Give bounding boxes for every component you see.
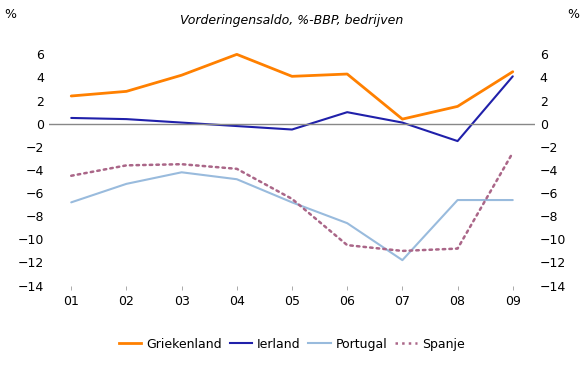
Spanje	[178, 162, 185, 166]
Spanje	[288, 197, 296, 201]
Ierland	[178, 120, 185, 125]
Ierland	[123, 117, 130, 121]
Spanje	[509, 150, 516, 155]
Spanje	[399, 249, 406, 253]
Griekenland	[178, 73, 185, 77]
Portugal	[509, 198, 516, 202]
Griekenland	[454, 104, 461, 109]
Ierland	[288, 127, 296, 132]
Title: Vorderingensaldo, %-BBP, bedrijven: Vorderingensaldo, %-BBP, bedrijven	[180, 14, 404, 27]
Griekenland	[288, 74, 296, 79]
Portugal	[68, 200, 75, 204]
Portugal	[288, 200, 296, 204]
Spanje	[68, 174, 75, 178]
Griekenland	[68, 94, 75, 98]
Text: %: %	[568, 8, 580, 21]
Griekenland	[344, 72, 351, 76]
Ierland	[399, 120, 406, 125]
Portugal	[233, 177, 240, 181]
Ierland	[344, 110, 351, 115]
Griekenland	[509, 69, 516, 74]
Ierland	[509, 74, 516, 79]
Text: %: %	[4, 8, 16, 21]
Spanje	[123, 163, 130, 168]
Portugal	[399, 258, 406, 262]
Line: Griekenland: Griekenland	[71, 54, 513, 119]
Line: Ierland: Ierland	[71, 76, 513, 141]
Line: Spanje: Spanje	[71, 153, 513, 251]
Spanje	[233, 167, 240, 171]
Griekenland	[233, 52, 240, 57]
Line: Portugal: Portugal	[71, 172, 513, 260]
Griekenland	[123, 89, 130, 94]
Portugal	[344, 221, 351, 225]
Ierland	[233, 124, 240, 128]
Portugal	[178, 170, 185, 174]
Spanje	[344, 243, 351, 247]
Portugal	[454, 198, 461, 202]
Griekenland	[399, 117, 406, 121]
Ierland	[68, 116, 75, 120]
Legend: Griekenland, Ierland, Portugal, Spanje: Griekenland, Ierland, Portugal, Spanje	[114, 333, 470, 356]
Portugal	[123, 182, 130, 186]
Ierland	[454, 139, 461, 143]
Spanje	[454, 246, 461, 251]
